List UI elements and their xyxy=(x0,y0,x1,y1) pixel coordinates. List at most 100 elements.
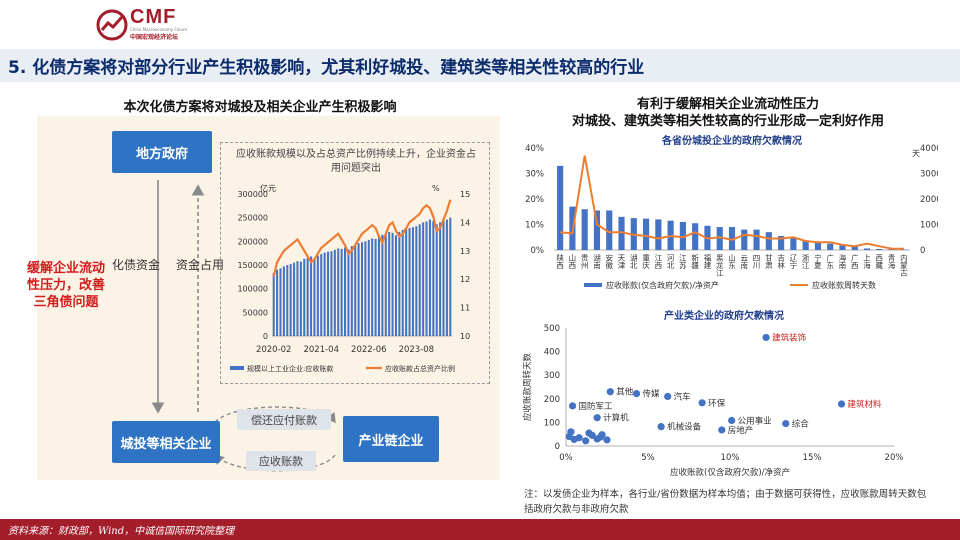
chart2-bar xyxy=(557,165,564,250)
chart2-bar xyxy=(606,210,613,250)
chart2-xtick: 陕西 xyxy=(555,253,564,270)
chart1-bar xyxy=(316,255,319,336)
chart1-left-unit: 亿元 xyxy=(260,183,276,193)
chart2-bar xyxy=(741,229,748,250)
chart2-xtick: 四川 xyxy=(752,254,761,269)
footer-source: 资料来源：财政部，Wind，中诚信国际研究院整理 xyxy=(8,526,235,537)
logo-icon xyxy=(96,9,128,41)
chart2-xtick: 甘肃 xyxy=(764,253,773,270)
chart1-bar xyxy=(394,235,397,336)
chart1-bar xyxy=(299,261,302,336)
red-note: 缓解企业流动性压力，改善三角债问题 xyxy=(26,261,105,310)
chart1-bar xyxy=(411,227,414,336)
chart3-point-label: 计算机 xyxy=(603,413,629,424)
chart1-bar xyxy=(337,248,340,336)
pill-repay: 偿还应付账款 xyxy=(237,409,331,430)
chart1-ytick-right: 12 xyxy=(460,275,470,284)
chart3-point xyxy=(782,419,790,428)
chart2-title: 各省份城投企业的政府欠款情况 xyxy=(661,134,802,147)
chart2-bar xyxy=(814,242,821,250)
chart2-ytick-right: 4000 xyxy=(920,144,938,154)
chart1-bar xyxy=(445,219,448,336)
chart2-ytick-left: 20% xyxy=(525,195,544,205)
footer-bar xyxy=(0,519,960,540)
chart1-xtick: 2020-02 xyxy=(256,345,292,355)
box-chain-enterprise: 产业链企业 xyxy=(343,416,439,462)
chart3-point xyxy=(698,399,706,407)
chart2-xtick: 黑龙江 xyxy=(715,254,724,278)
chart1-bar xyxy=(371,238,374,336)
chart1-bar xyxy=(391,232,394,336)
chart1-bar xyxy=(347,249,350,336)
chart3-point-label: 环保 xyxy=(708,398,726,409)
chart1-bar xyxy=(320,254,323,336)
chart1-bar xyxy=(415,226,418,336)
arrow-receivable xyxy=(214,453,336,472)
chart3-point-label: 其他 xyxy=(616,387,634,398)
chart2-bar xyxy=(863,248,871,250)
chart2-legend-line-label: 应收账款周转天数 xyxy=(812,280,876,290)
chart1-bar xyxy=(449,217,452,336)
chart3-xtick: 10% xyxy=(721,453,740,463)
right-heading: 有利于缓解相关企业流动性压力 对城投、建筑类等相关性较高的行业形成一定利好作用 xyxy=(528,96,928,130)
chart3-title: 产业类企业的政府欠款情况 xyxy=(664,309,784,322)
chart3-point-label: 公用事业 xyxy=(738,416,772,427)
chart2-xtick: 重庆 xyxy=(641,254,650,270)
chart1-bar xyxy=(276,269,279,336)
chart2-ytick-left: 30% xyxy=(525,170,544,180)
chart2-xtick: 云南 xyxy=(740,254,749,269)
chart3-point xyxy=(585,429,593,437)
chart2-bar xyxy=(790,237,797,250)
chart1-bar xyxy=(428,219,431,336)
chart1-legend-bar-label: 规模以上工业企业:应收账款 xyxy=(247,364,333,373)
chart2-xtick: 西藏 xyxy=(875,254,884,270)
chart2-xtick: 辽宁 xyxy=(789,254,798,269)
chart1-bar xyxy=(425,221,428,336)
chart1-ytick-left: 250000 xyxy=(237,214,268,223)
chart3-point xyxy=(718,426,726,434)
chart1-legend-line-label: 应收账款占总资产比例 xyxy=(385,364,455,373)
chart2-ytick-right: 2000 xyxy=(920,195,938,205)
right-heading-line2: 对城投、建筑类等相关性较高的行业形成一定利好作用 xyxy=(571,114,884,129)
logo-subtitle: China Macroeconomy Forum xyxy=(130,27,188,32)
chart3-industry: 产业类企业的政府欠款情况 0 100 200 300 400 500 0% 5% 10% 15% 20… xyxy=(522,309,903,478)
chart1-ytick-right: 15 xyxy=(460,190,470,199)
chart2-legend-bar-swatch xyxy=(584,283,602,287)
chart3-ylabel: 应收账款周转天数 xyxy=(522,353,533,422)
chart1-bar xyxy=(293,262,296,336)
chart1-ytick-left: 50000 xyxy=(243,308,268,317)
chart1-bar xyxy=(350,246,353,336)
chart1-bar xyxy=(310,256,313,336)
page-title: 5. 化债方案将对部分行业产生积极影响，尤其利好城投、建筑类等相关性较高的行业 xyxy=(8,58,645,78)
chart3-ytick: 300 xyxy=(544,371,560,381)
chart1-ytick-right: 13 xyxy=(460,247,470,256)
chart3-point xyxy=(657,423,665,431)
chart2-bar xyxy=(851,246,858,250)
chart2-xtick: 宁夏 xyxy=(813,253,822,269)
chart1-bar xyxy=(401,229,404,336)
chart1-bar xyxy=(388,231,391,336)
logo-text: CMF xyxy=(130,6,177,28)
chart3-point xyxy=(632,390,641,398)
chart2-bar xyxy=(618,216,625,250)
left-heading: 本次化债方案将对城投及相关企业产生积极影响 xyxy=(123,100,397,115)
chart1-xtick: 2023-08 xyxy=(399,345,435,355)
chart1-bar xyxy=(303,258,306,336)
chart2-xtick: 山西 xyxy=(568,253,577,270)
chart3-point xyxy=(582,437,590,445)
chart1-bar xyxy=(306,257,309,336)
chart1-legend-bar-swatch xyxy=(230,366,244,370)
chart2-days-line xyxy=(560,155,904,250)
chart3-point xyxy=(593,414,601,422)
chart3-point xyxy=(603,436,611,444)
chart3-point xyxy=(568,402,577,410)
chart1-bar xyxy=(384,233,387,336)
chart2-xtick: 山东 xyxy=(727,253,736,269)
chart3-point xyxy=(728,416,736,425)
chart2-bar xyxy=(643,218,650,250)
chart2-xtick: 福建 xyxy=(703,254,712,270)
chart1-bar xyxy=(327,251,330,336)
chart1-bar xyxy=(330,251,333,336)
chart3-xtick: 5% xyxy=(641,453,655,463)
